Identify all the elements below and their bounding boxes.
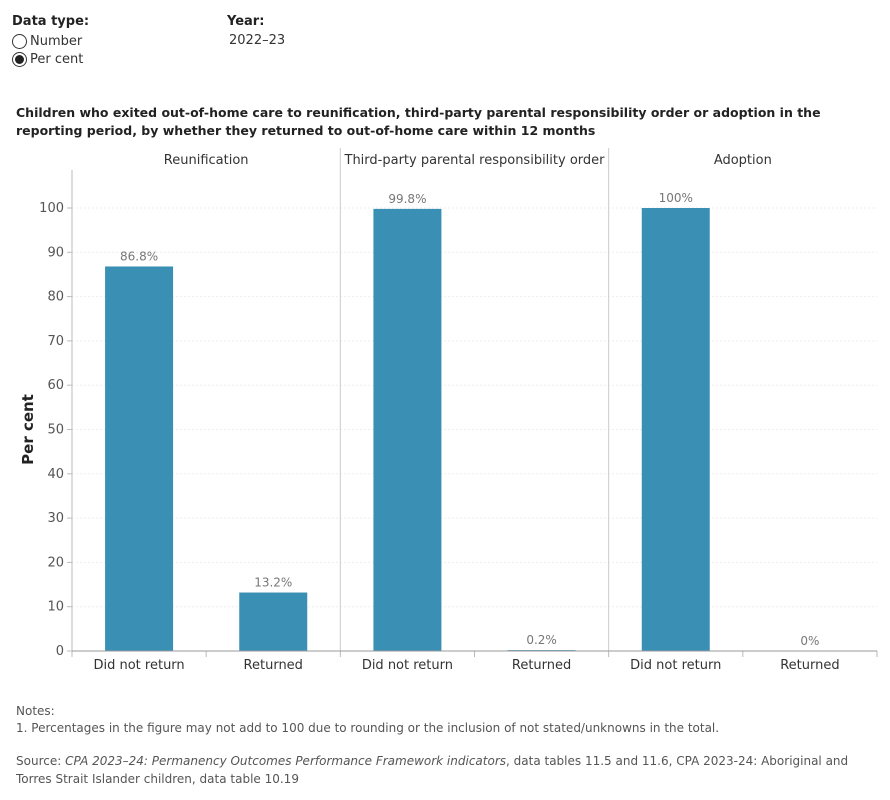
chart-title: Children who exited out-of-home care to … [16,105,821,138]
bar [641,208,710,651]
x-tick-label: Returned [244,658,303,673]
y-tick-label: 70 [47,334,64,349]
radio-label-number[interactable]: Number [30,33,83,49]
x-tick-label: Did not return [362,658,453,673]
y-tick-label: 100 [39,201,64,216]
y-tick-label: 50 [47,423,64,438]
y-tick-label: 10 [47,600,64,615]
y-tick-label: 40 [47,467,64,482]
y-tick-label: 80 [47,290,64,305]
bar [105,266,174,651]
year-selector[interactable]: 2022–23 [229,33,286,48]
data-label: 99.8% [388,192,426,206]
radio-option-number[interactable]: Number [12,32,82,50]
data-label: 0.2% [526,633,557,647]
radio-label-per-cent[interactable]: Per cent [30,51,84,67]
panel-title: Third-party parental responsibility orde… [344,153,606,168]
data-label: 86.8% [120,249,158,263]
x-tick-label: Did not return [93,658,184,673]
panel-title: Reunification [164,153,249,168]
x-tick-label: Returned [780,658,839,673]
bar-chart: 0 10 20 30 40 50 60 70 80 90 100 Per cent Reunificat… [19,148,878,673]
source-prefix: Source: [16,754,66,768]
bar [239,592,308,651]
y-tick-label: 20 [47,555,64,570]
radio-unselected-icon[interactable] [12,33,27,49]
y-tick-label: 60 [47,378,64,393]
notes-heading: Notes: [16,704,55,718]
data-type-label: Data type: [12,14,90,29]
note-item: 1. Percentages in the figure may not add… [16,721,720,735]
radio-selected-icon[interactable] [12,51,27,67]
y-axis-title: Per cent [19,394,37,465]
data-label: 0% [800,634,819,648]
y-tick-label: 0 [56,644,64,659]
bar [373,208,442,652]
source-text: Source: CPA 2023–24: Permanency Outcomes… [16,752,876,788]
source-rest: , data tables 11.5 and 11.6, CPA 2023-24… [16,754,849,786]
source-link-title[interactable]: CPA 2023–24: Permanency Outcomes Perform… [65,754,507,768]
y-tick-label: 90 [47,245,64,260]
y-tick-label: 30 [47,511,64,526]
panel-title: Adoption [714,153,772,168]
radio-option-per-cent[interactable]: Per cent [12,50,83,68]
x-tick-label: Returned [512,658,571,673]
x-tick-label: Did not return [630,658,721,673]
data-label: 100% [659,191,693,205]
data-label: 13.2% [254,576,292,590]
year-label: Year: [227,14,265,29]
